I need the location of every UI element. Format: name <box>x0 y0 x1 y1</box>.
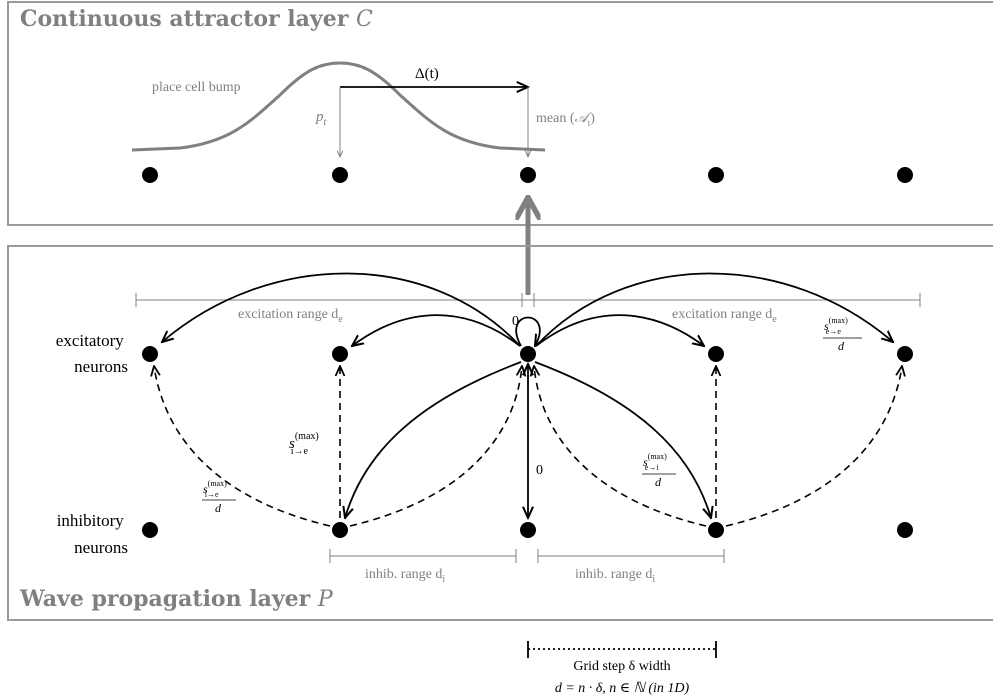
vertical-label: 0 <box>536 463 543 478</box>
svg-text:s(max)i→e: s(max) i→e <box>203 479 227 499</box>
layer-p-title: Wave propagation layer P <box>19 586 334 612</box>
delta-label: Δ(t) <box>415 66 439 82</box>
excitatory-node <box>520 346 536 362</box>
excitation-range-right-label: excitation range de <box>672 307 777 325</box>
excitatory-node <box>142 346 158 362</box>
inhibitory-node <box>708 522 724 538</box>
place-cell-bump-label: place cell bump <box>152 80 241 95</box>
s-ie-label: s(max) i→e <box>289 431 319 457</box>
layer-c-nodes <box>142 167 913 183</box>
layer-c-node <box>520 167 536 183</box>
exc-to-inh-right <box>534 361 711 518</box>
inhibitory-node <box>520 522 536 538</box>
exc-to-inh-left <box>345 361 522 518</box>
svg-text:s(max)e→i: s(max) e→i <box>643 452 667 472</box>
grid-step-label: Grid step δ width <box>573 659 670 674</box>
inhib-range-right-label: inhib. range di <box>575 567 655 585</box>
inh-to-exc-far-left <box>154 366 331 527</box>
self-loop-label: 0 <box>512 314 519 329</box>
grid-step-formula: d = n · δ, n ∈ ℕ (in 1D) <box>555 681 690 696</box>
continuous-attractor-layer: Continuous attractor layer C place cell … <box>7 1 993 226</box>
inhibitory-row-label: inhibitory neurons <box>57 511 128 557</box>
svg-text:d: d <box>655 475 662 489</box>
frac-ie-label: s(max) i→e d <box>202 479 236 515</box>
grid-step-legend: Grid step δ width d = n · δ, n ∈ ℕ (in 1… <box>527 641 717 696</box>
layer-c-title: Continuous attractor layer C <box>20 6 373 32</box>
excitatory-connections <box>162 272 893 518</box>
excitatory-row-label: excitatory neurons <box>56 331 128 376</box>
inhibitory-node <box>142 522 158 538</box>
layer-c-node <box>332 167 348 183</box>
self-loop <box>515 316 540 347</box>
excitatory-node <box>708 346 724 362</box>
inhibitory-connections <box>154 366 902 527</box>
exc-to-exc-near-left <box>352 314 521 346</box>
frac-ee-label: s(max) e→e d <box>823 316 862 353</box>
pt-label: pt <box>315 109 327 128</box>
inhib-range-left-label: inhib. range di <box>365 567 445 585</box>
frac-ei-label: s(max) e→i d <box>642 452 676 489</box>
exc-to-exc-far-left <box>162 272 521 347</box>
layer-c-node <box>897 167 913 183</box>
svg-text:d: d <box>838 339 845 353</box>
exc-to-exc-far-right <box>535 272 893 347</box>
wave-propagation-layer: Wave propagation layer P excitatory neur… <box>7 245 993 621</box>
inhibitory-nodes <box>142 522 913 538</box>
place-cell-bump-curve <box>131 61 546 152</box>
layer-c-node <box>142 167 158 183</box>
svg-text:s(max)e→e: s(max) e→e <box>824 316 848 336</box>
layer-c-frame <box>7 1 993 226</box>
inh-to-exc-far-right <box>725 366 902 527</box>
inhibitory-node <box>897 522 913 538</box>
exc-to-exc-near-right <box>535 314 704 346</box>
mean-label: mean (𝒜t) <box>536 111 595 128</box>
inhib-range-bars <box>329 549 725 563</box>
excitatory-node <box>897 346 913 362</box>
layer-p-frame <box>7 245 993 621</box>
excitatory-nodes <box>142 346 913 362</box>
layer-c-node <box>708 167 724 183</box>
inh-to-exc-center-from-left <box>349 366 522 527</box>
excitation-range-bar <box>135 293 921 307</box>
excitatory-node <box>332 346 348 362</box>
inhibitory-node <box>332 522 348 538</box>
excitation-range-left-label: excitation range de <box>238 307 343 325</box>
inh-to-exc-center-from-right <box>534 366 707 527</box>
svg-text:d: d <box>215 501 222 515</box>
